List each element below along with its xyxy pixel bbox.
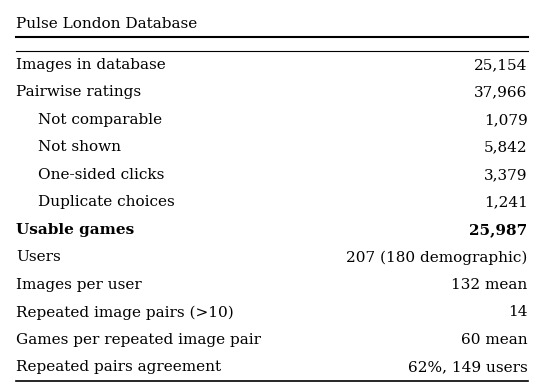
Text: 5,842: 5,842 <box>484 140 528 154</box>
Text: Games per repeated image pair: Games per repeated image pair <box>16 333 261 347</box>
Text: Repeated pairs agreement: Repeated pairs agreement <box>16 360 221 374</box>
Text: 25,154: 25,154 <box>474 58 528 72</box>
Text: Pulse London Database: Pulse London Database <box>16 17 197 31</box>
Text: 25,987: 25,987 <box>469 223 528 237</box>
Text: 207 (180 demographic): 207 (180 demographic) <box>347 250 528 265</box>
Text: Repeated image pairs (>10): Repeated image pairs (>10) <box>16 305 234 319</box>
Text: Pairwise ratings: Pairwise ratings <box>16 85 141 99</box>
Text: 14: 14 <box>508 305 528 319</box>
Text: Duplicate choices: Duplicate choices <box>38 196 175 210</box>
Text: Not comparable: Not comparable <box>38 113 162 127</box>
Text: Images per user: Images per user <box>16 278 142 292</box>
Text: Users: Users <box>16 250 61 264</box>
Text: 132 mean: 132 mean <box>452 278 528 292</box>
Text: 62%, 149 users: 62%, 149 users <box>408 360 528 374</box>
Text: Images in database: Images in database <box>16 58 166 72</box>
Text: 37,966: 37,966 <box>474 85 528 99</box>
Text: One-sided clicks: One-sided clicks <box>38 168 164 182</box>
Text: Not shown: Not shown <box>38 140 121 154</box>
Text: 60 mean: 60 mean <box>461 333 528 347</box>
Text: 1,079: 1,079 <box>484 113 528 127</box>
Text: 3,379: 3,379 <box>484 168 528 182</box>
Text: 1,241: 1,241 <box>484 196 528 210</box>
Text: Usable games: Usable games <box>16 223 134 237</box>
